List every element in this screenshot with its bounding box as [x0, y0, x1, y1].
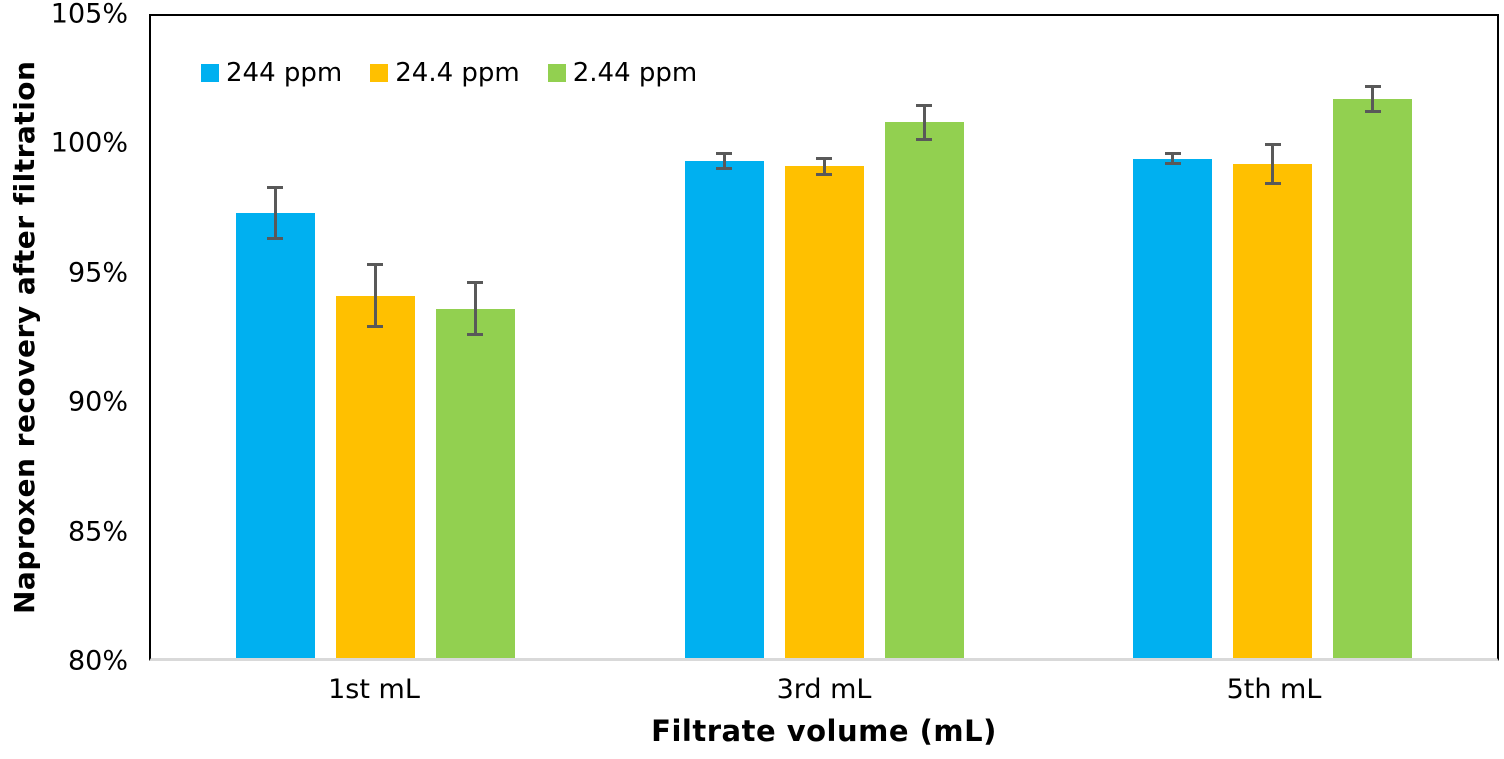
- error-bar-cap-bottom: [816, 172, 832, 176]
- legend-label: 244 ppm: [226, 58, 343, 88]
- error-bar-line: [373, 264, 377, 327]
- bar-244ppm-1st-ml: [235, 185, 315, 658]
- x-tick-label: 3rd mL: [776, 674, 872, 705]
- error-bar-cap-bottom: [1264, 181, 1281, 185]
- error-bar-cap-top: [1164, 151, 1181, 155]
- error-bar-line: [822, 158, 826, 175]
- error-bar-cap-top: [716, 151, 732, 155]
- plot-area: 244 ppm 24.4 ppm 2.44 ppm: [149, 14, 1499, 661]
- error-bar-line: [473, 282, 477, 335]
- x-tick-label: 5th mL: [1226, 674, 1322, 705]
- bar-244ppm-5th-ml: [1333, 84, 1413, 658]
- error-bar-cap-bottom: [467, 333, 484, 336]
- error-bar-line: [1271, 144, 1275, 184]
- legend-swatch-icon: [201, 64, 219, 82]
- error-bar-cap-bottom: [267, 237, 284, 241]
- legend-label: 2.44 ppm: [572, 58, 698, 88]
- y-tick-label: 90%: [67, 386, 128, 418]
- error-bar-line: [1371, 86, 1375, 112]
- error-bar-cap-bottom: [1364, 110, 1381, 114]
- bar-group-1st-ml: [151, 16, 600, 658]
- error-bar-cap-bottom: [916, 137, 932, 141]
- bar-244ppm-1st-ml: [335, 263, 415, 658]
- y-tick-label: 105%: [50, 0, 128, 30]
- bar-group-5th-ml: [1048, 16, 1497, 658]
- x-tick-label: 1st mL: [328, 674, 420, 705]
- bar-244ppm-3rd-ml: [684, 151, 764, 658]
- error-bar-cap-bottom: [716, 167, 732, 171]
- legend: 244 ppm 24.4 ppm 2.44 ppm: [201, 58, 697, 88]
- error-bar-cap-bottom: [367, 325, 384, 329]
- legend-swatch-icon: [370, 64, 389, 82]
- bar-244ppm-5th-ml: [1233, 142, 1313, 658]
- error-bar-cap-top: [1264, 142, 1281, 146]
- bar-244ppm-1st-ml: [435, 281, 515, 658]
- error-bar-line: [1171, 153, 1175, 164]
- error-bar-cap-top: [367, 263, 384, 267]
- bar-groups: [151, 16, 1497, 658]
- error-bar-line: [273, 187, 277, 239]
- y-tick-label: 80%: [67, 645, 128, 677]
- legend-item: 244 ppm: [201, 58, 342, 88]
- bar-244ppm-5th-ml: [1133, 151, 1213, 658]
- y-tick-label: 85%: [67, 516, 128, 548]
- y-tick-label: 95%: [67, 257, 128, 289]
- legend-item: 24.4 ppm: [370, 58, 520, 88]
- y-axis-title: Naproxen recovery after filtration: [8, 60, 41, 615]
- error-bar-cap-top: [467, 281, 484, 285]
- error-bar-cap-bottom: [1164, 162, 1181, 166]
- legend-label: 24.4 ppm: [395, 58, 520, 88]
- legend-item: 2.44 ppm: [547, 58, 698, 88]
- x-axis-tick-labels: 1st mL 3rd mL 5th mL: [149, 674, 1499, 705]
- bar-244ppm-3rd-ml: [784, 157, 864, 658]
- error-bar-cap-top: [267, 185, 284, 189]
- y-tick-label: 100%: [50, 127, 128, 159]
- bar-244ppm-3rd-ml: [884, 103, 964, 658]
- error-bar-cap-top: [916, 103, 932, 107]
- error-bar-cap-top: [1364, 84, 1381, 88]
- legend-swatch-icon: [547, 64, 566, 82]
- x-axis-title: Filtrate volume (mL): [651, 714, 997, 748]
- error-bar-line: [722, 153, 726, 169]
- error-bar-line: [922, 105, 926, 140]
- bar-group-3rd-ml: [600, 16, 1049, 658]
- error-bar-cap-top: [816, 157, 832, 161]
